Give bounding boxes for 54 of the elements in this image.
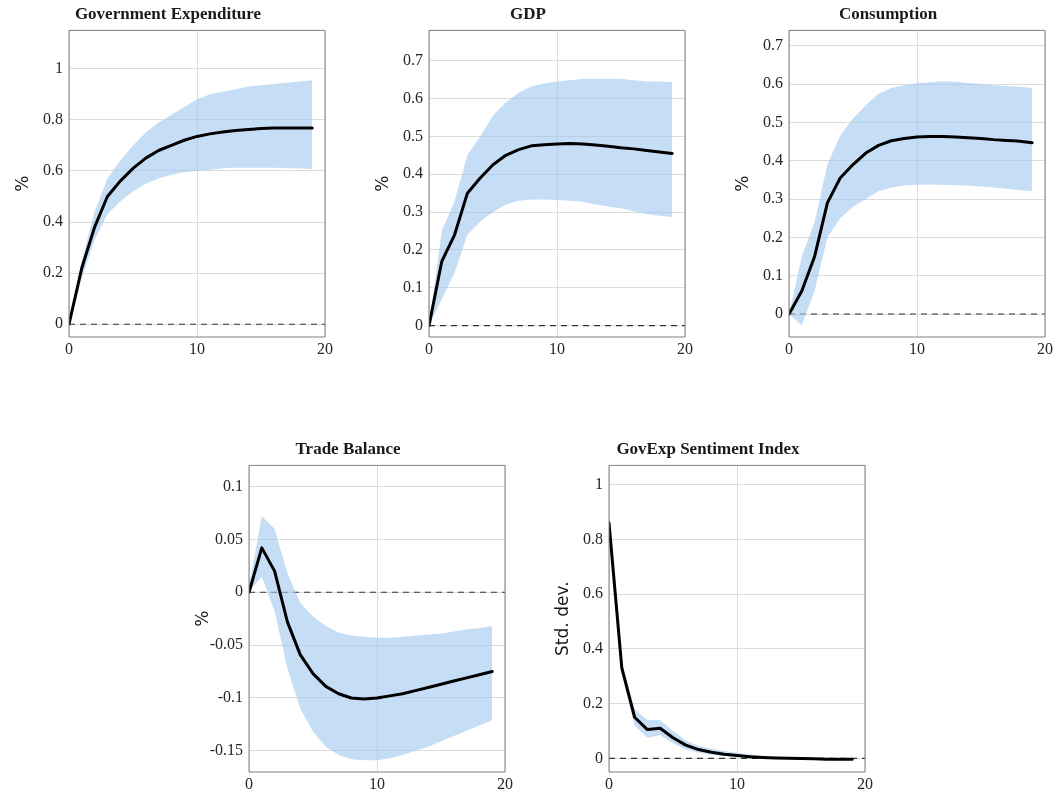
y-tick-label: 0.6 xyxy=(403,88,423,106)
y-tick-label: 0.5 xyxy=(763,112,783,130)
x-tick-label: 10 xyxy=(189,339,205,357)
chart-title: GDP xyxy=(510,3,546,23)
y-tick-label: 0 xyxy=(775,304,783,322)
chart-title: GovExp Sentiment Index xyxy=(616,438,801,458)
y-tick-label: 1 xyxy=(595,474,603,492)
x-tick-label: 10 xyxy=(369,774,385,792)
x-tick-label: 10 xyxy=(549,339,565,357)
y-tick-label: 0.4 xyxy=(583,639,603,657)
y-tick-label: 0.2 xyxy=(763,227,783,245)
y-tick-label: 0.6 xyxy=(43,161,63,179)
x-tick-label: 10 xyxy=(909,339,925,357)
y-tick-label: 0.1 xyxy=(403,278,423,295)
y-tick-label: 0.8 xyxy=(583,529,603,547)
y-tick-label: 0.4 xyxy=(403,164,423,182)
y-tick-label: -0.15 xyxy=(209,741,243,759)
y-axis-title: % xyxy=(11,175,32,192)
chart-title: Consumption xyxy=(838,3,938,23)
y-axis-title: % xyxy=(731,175,752,192)
y-tick-label: 0.4 xyxy=(43,212,63,230)
y-tick-label: 0.4 xyxy=(763,150,783,168)
y-tick-label: -0.1 xyxy=(217,688,243,706)
y-tick-label: 0.1 xyxy=(223,476,243,494)
y-axis-title: % xyxy=(371,175,392,192)
y-tick-label: 1 xyxy=(55,58,63,76)
y-tick-label: 0.2 xyxy=(403,240,423,258)
y-axis-title: Std. dev. xyxy=(551,581,572,656)
y-tick-label: 0 xyxy=(415,315,423,333)
x-tick-label: 20 xyxy=(497,774,513,792)
y-tick-label: 0.1 xyxy=(763,265,783,283)
y-tick-label: 0 xyxy=(55,314,63,332)
y-axis-title: % xyxy=(191,610,212,627)
y-tick-label: 0.8 xyxy=(43,110,63,128)
y-tick-label: 0.6 xyxy=(763,74,783,92)
x-tick-label: 20 xyxy=(317,339,333,357)
y-tick-label: 0 xyxy=(595,748,603,766)
y-tick-label: 0.2 xyxy=(583,693,603,711)
y-tick-label: 0 xyxy=(235,582,243,600)
x-tick-label: 20 xyxy=(1037,339,1053,357)
chart-title: Government Expenditure xyxy=(74,3,262,23)
y-tick-label: -0.05 xyxy=(209,635,243,653)
y-tick-label: 0.05 xyxy=(215,529,243,547)
y-tick-label: 0.2 xyxy=(43,263,63,281)
x-tick-label: 10 xyxy=(729,774,745,792)
y-tick-label: 0.7 xyxy=(763,35,783,53)
y-tick-label: 0.5 xyxy=(403,126,423,144)
y-tick-label: 0.7 xyxy=(403,50,423,68)
y-tick-label: 0.3 xyxy=(403,202,423,220)
y-tick-label: 0.6 xyxy=(583,584,603,602)
chart-title: Trade Balance xyxy=(295,438,401,458)
y-tick-label: 0.3 xyxy=(763,189,783,207)
x-tick-label: 20 xyxy=(857,774,873,792)
x-tick-label: 20 xyxy=(677,339,693,357)
